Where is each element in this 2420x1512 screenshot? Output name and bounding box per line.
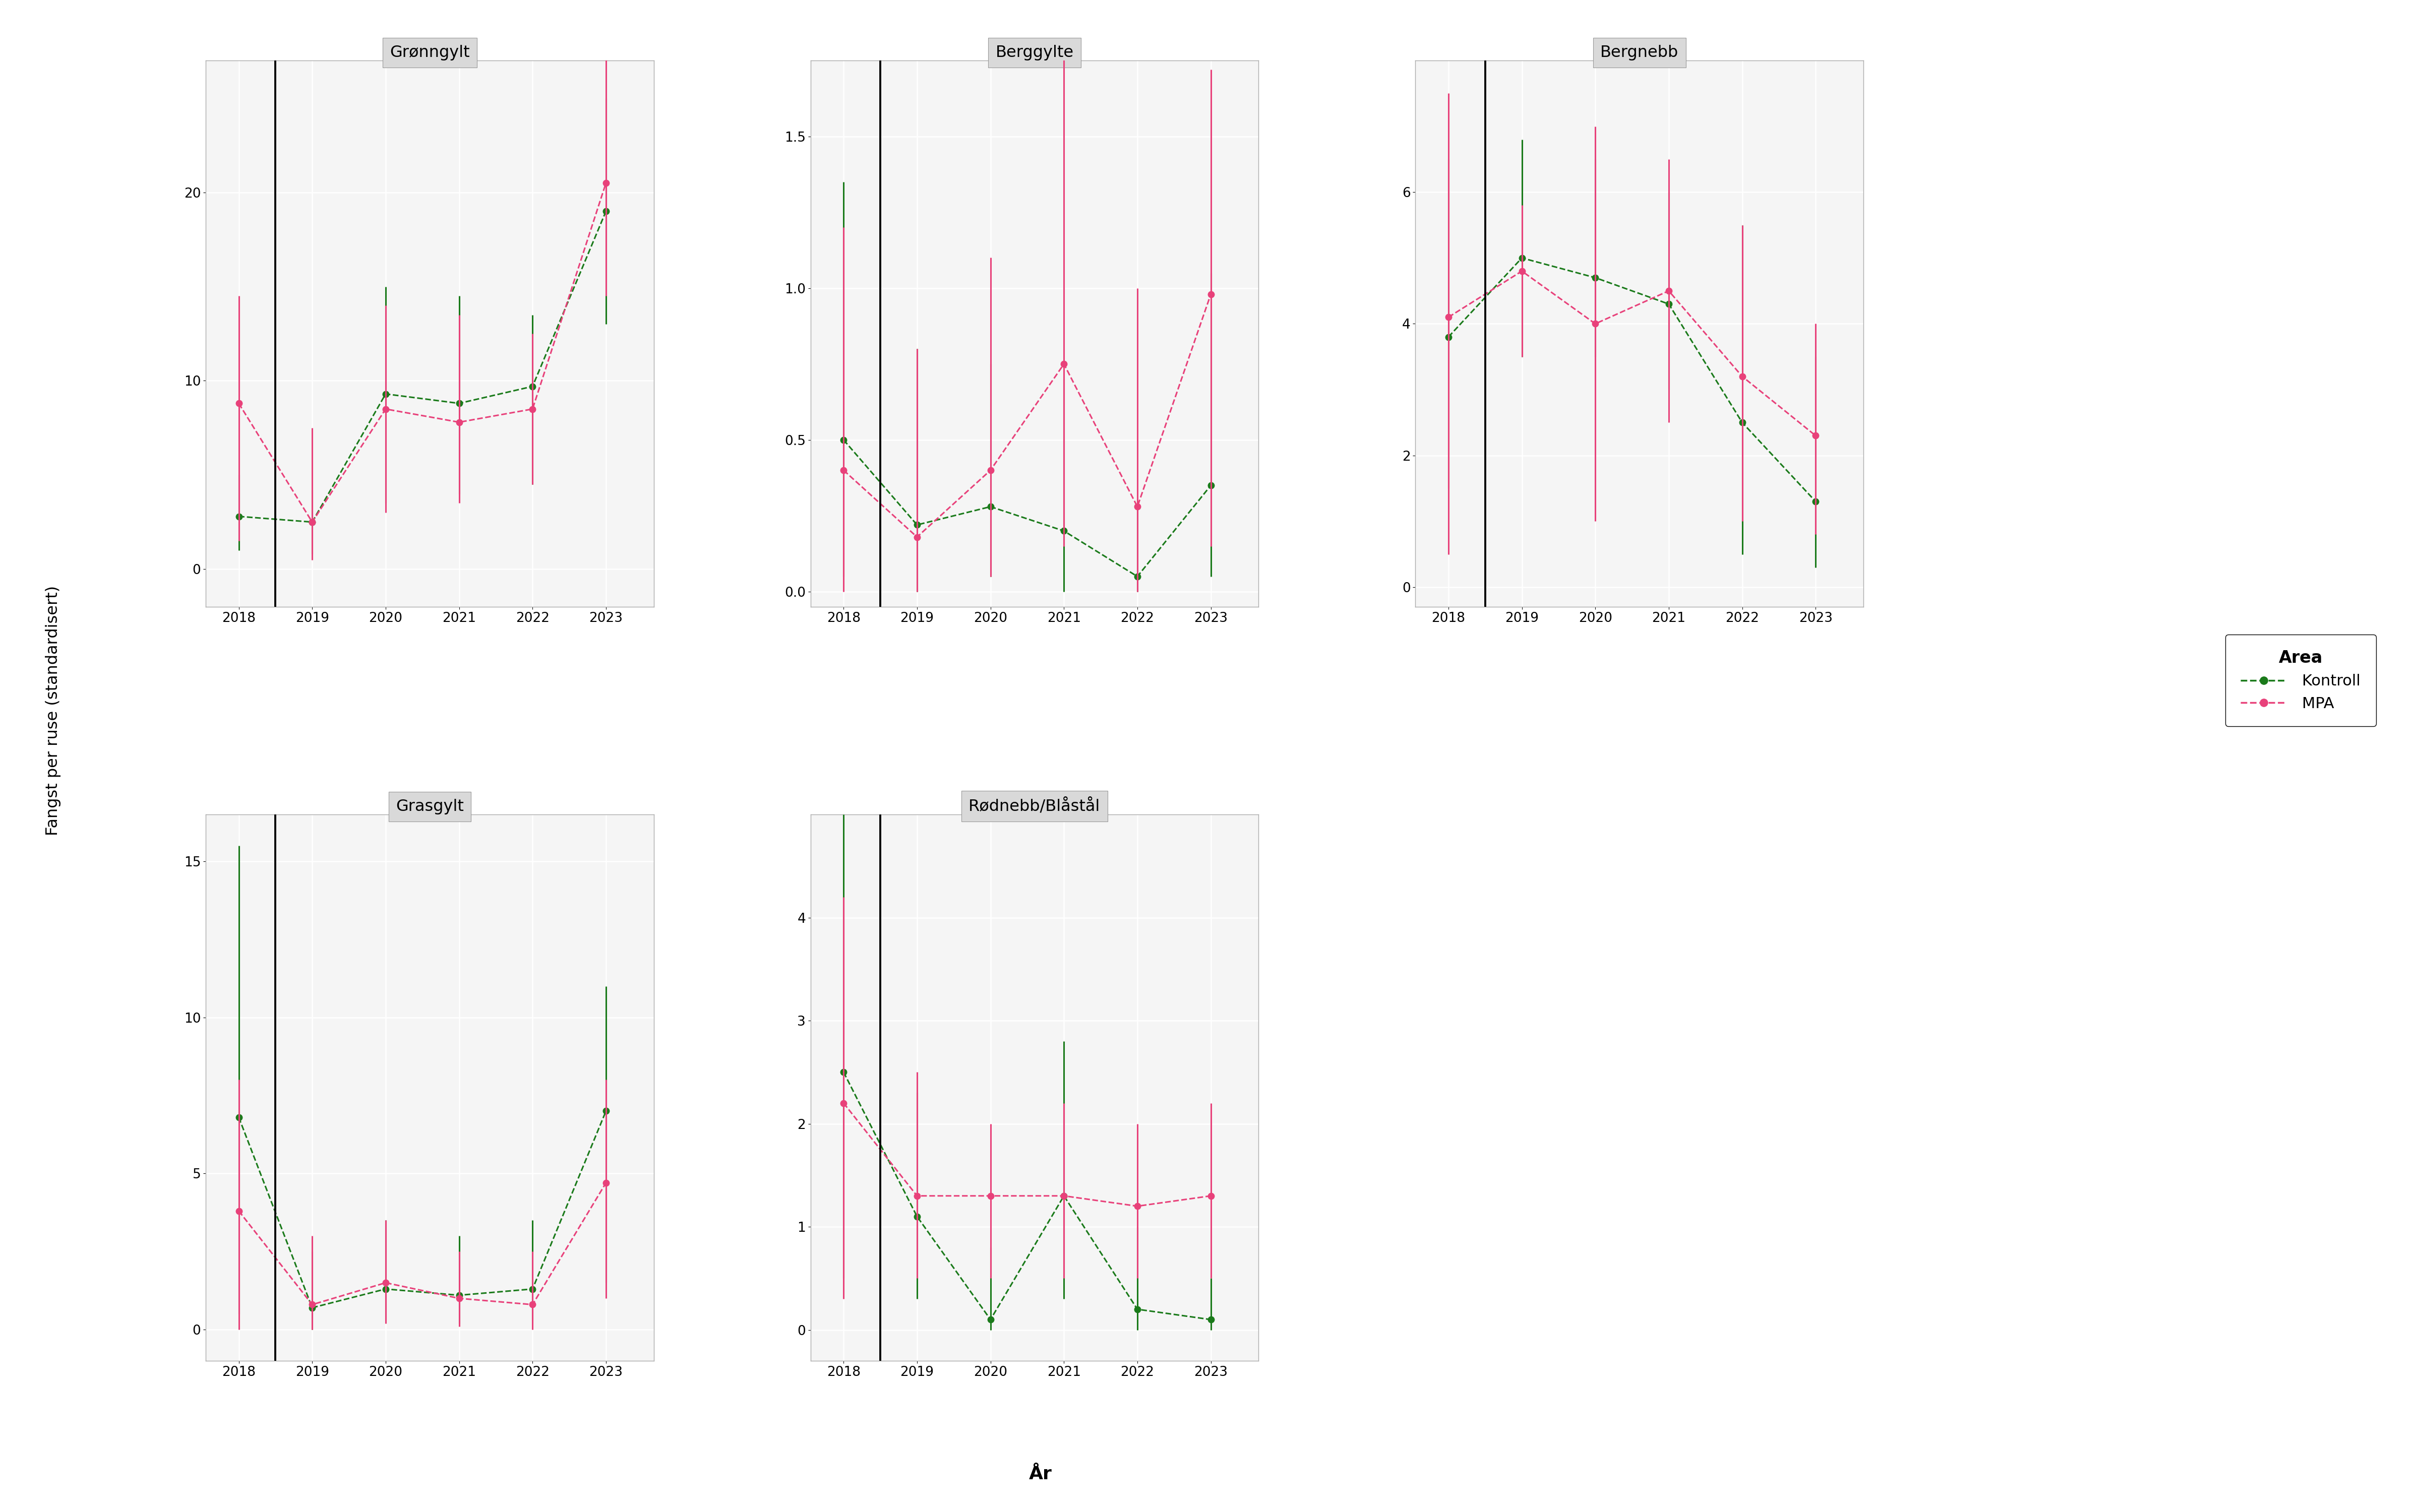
Title: Berggylte: Berggylte: [995, 45, 1074, 60]
Title: Grønngylt: Grønngylt: [390, 45, 469, 60]
Text: Fangst per ruse (standardisert): Fangst per ruse (standardisert): [46, 585, 61, 836]
Title: Bergnebb: Bergnebb: [1600, 45, 1679, 60]
Title: Grasgylt: Grasgylt: [397, 798, 465, 815]
Legend: Kontroll, MPA: Kontroll, MPA: [2224, 635, 2376, 726]
Text: År: År: [1028, 1465, 1053, 1483]
Title: Rødnebb/Blåstål: Rødnebb/Blåstål: [968, 798, 1101, 815]
